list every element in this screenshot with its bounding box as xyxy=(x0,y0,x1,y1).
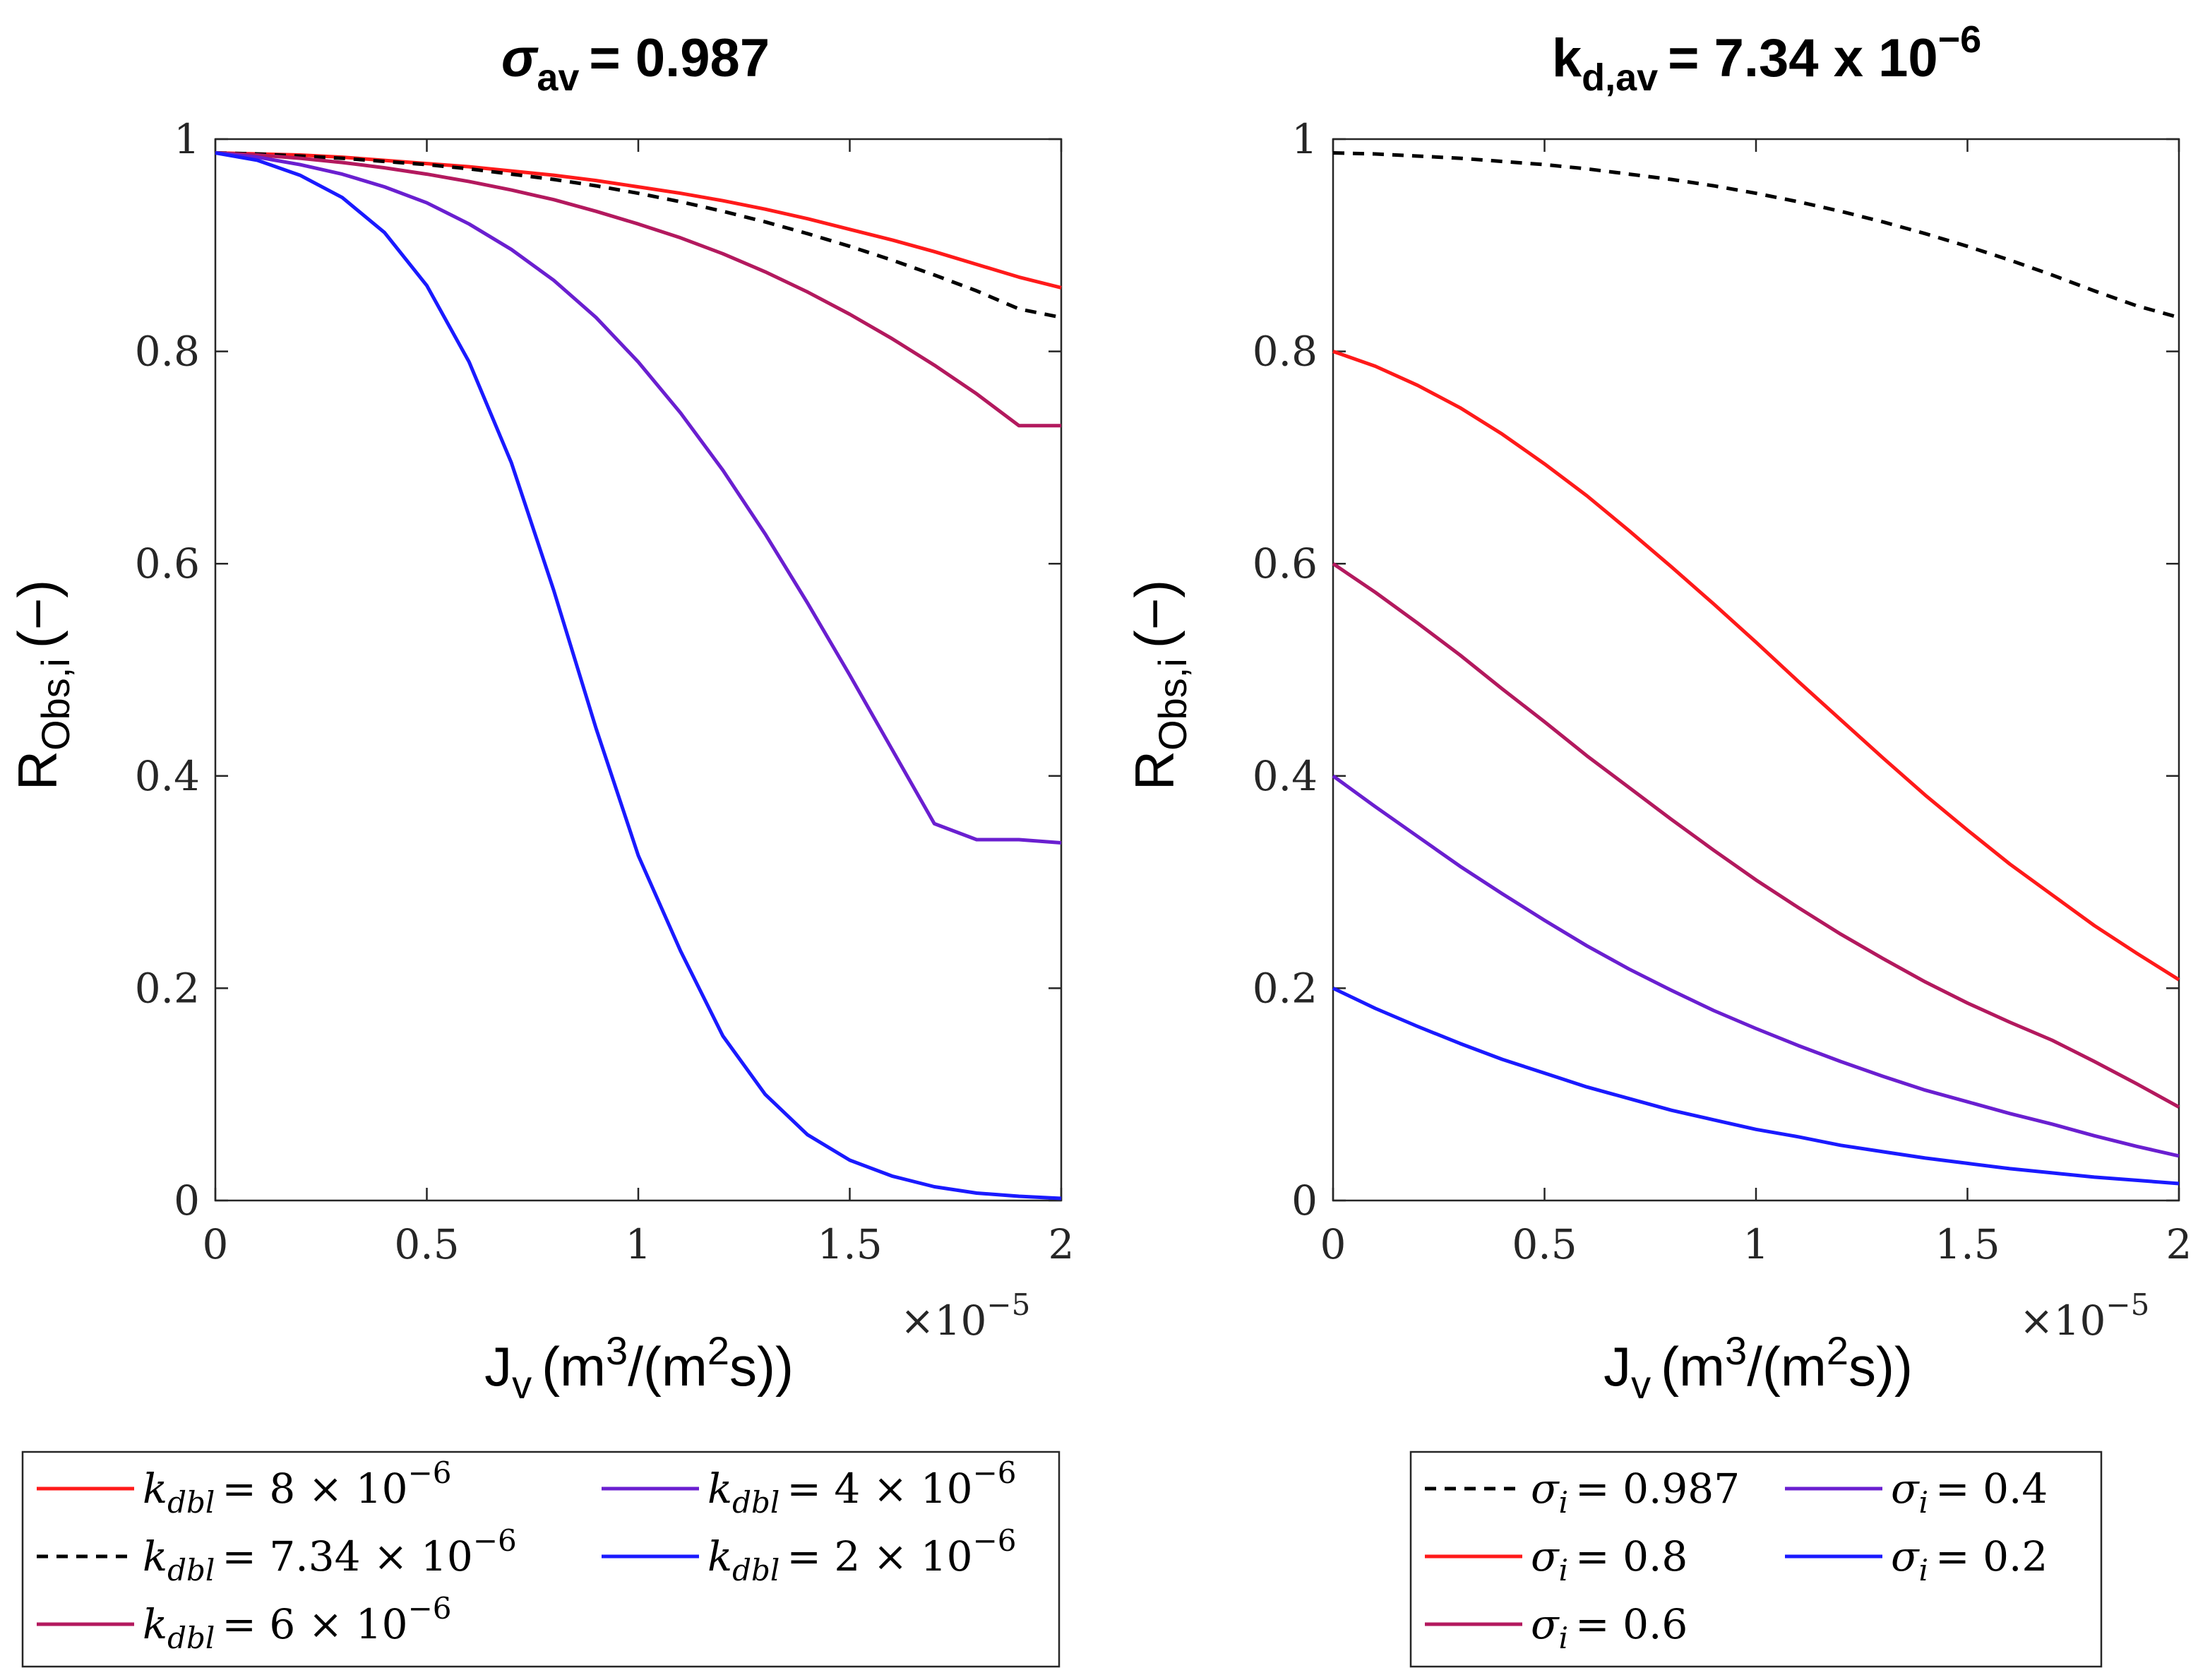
left-series-line-2 xyxy=(215,151,1062,319)
right-series-line-3 xyxy=(1332,562,2180,1109)
left-y-axis-label: RObs,i(−) xyxy=(6,580,78,791)
left-y-tick-label: 0 xyxy=(174,1176,200,1225)
right-legend-label: σi = 0.4 xyxy=(1891,1465,2048,1520)
left-x-tick-label: 1.5 xyxy=(817,1220,882,1268)
left-y-tick-label: 1 xyxy=(174,115,200,163)
left-legend-label: kdbl = 8 × 10−6 xyxy=(143,1455,452,1520)
right-plot-area: 0 0.5 1 1.5 2 0 0.2 0.4 0.6 0.8 1 xyxy=(1253,115,2192,1268)
right-legend: σi = 0.987 σi = 0.8 σi = 0.6 σi = 0.4 σi = 0.2 xyxy=(1409,1450,2103,1668)
right-legend-label: σi = 0.2 xyxy=(1891,1532,2048,1587)
left-x-tick-label: 2 xyxy=(1049,1220,1075,1268)
right-x-multiplier: ×10−5 xyxy=(2019,1287,2149,1345)
left-title: σav = 0.987 xyxy=(501,28,770,99)
left-x-multiplier: ×10−5 xyxy=(900,1287,1030,1345)
right-y-tick-label: 0 xyxy=(1291,1176,1318,1225)
right-x-tick-label: 2 xyxy=(2166,1220,2192,1268)
right-chart: kd,av = 7.34 x 10−6 0 0.5 1 1.5 2 0 0.2 0.4 0.6 0.… xyxy=(1123,18,2192,1668)
left-legend-label: kdbl = 7.34 × 10−6 xyxy=(143,1523,517,1587)
left-y-tick-label: 0.2 xyxy=(135,964,200,1012)
left-series-line-5 xyxy=(215,151,1062,1201)
right-title: kd,av = 7.34 x 10−6 xyxy=(1552,18,1981,99)
right-y-tick-label: 0.2 xyxy=(1253,964,1318,1012)
right-legend-label: σi = 0.6 xyxy=(1531,1600,1688,1655)
left-x-tick-label: 0.5 xyxy=(394,1220,459,1268)
left-legend-label: kdbl = 4 × 10−6 xyxy=(707,1455,1017,1520)
left-y-tick-label: 0.6 xyxy=(135,540,200,588)
left-series-line-3 xyxy=(215,151,1061,428)
right-legend-label: σi = 0.8 xyxy=(1531,1532,1688,1587)
right-y-tick-label: 0.4 xyxy=(1253,752,1318,800)
left-legend-label: kdbl = 6 × 10−6 xyxy=(143,1591,452,1655)
right-x-tick-label: 0.5 xyxy=(1512,1220,1577,1268)
right-series-line-5 xyxy=(1332,987,2180,1186)
left-plot-area: 0 0.5 1 1.5 2 0 0.2 0.4 0.6 0.8 1 xyxy=(135,115,1075,1268)
left-y-tick-label: 0.4 xyxy=(135,752,200,800)
right-legend-label: σi = 0.987 xyxy=(1531,1465,1740,1520)
right-series-line-4 xyxy=(1332,774,2180,1158)
left-x-axis-label: Jv (m3/(m2s)) xyxy=(484,1328,794,1407)
right-x-tick-label: 0 xyxy=(1320,1220,1346,1268)
right-y-tick-label: 0.8 xyxy=(1253,328,1318,376)
right-series-line-2 xyxy=(1332,350,2180,982)
left-y-tick-label: 0.8 xyxy=(135,328,200,376)
left-x-tick-label: 1 xyxy=(626,1220,652,1268)
right-legend-box xyxy=(1409,1450,2103,1668)
left-axes-box xyxy=(214,138,1063,1202)
right-x-tick-label: 1 xyxy=(1743,1220,1769,1268)
left-x-tick-label: 0 xyxy=(203,1220,229,1268)
right-y-tick-label: 1 xyxy=(1291,115,1318,163)
right-x-tick-label: 1.5 xyxy=(1935,1220,2000,1268)
right-y-axis-label: RObs,i(−) xyxy=(1123,580,1195,791)
right-x-axis-label: Jv (m3/(m2s)) xyxy=(1603,1328,1913,1407)
left-series-line-4 xyxy=(215,151,1062,845)
right-y-tick-label: 0.6 xyxy=(1253,540,1318,588)
left-legend-box xyxy=(21,1450,1061,1668)
right-series-line-1 xyxy=(1332,151,2180,319)
left-chart: σav = 0.987 0 0.5 1 1.5 2 0 0.2 0.4 0.6 0.8 1 RObs,… xyxy=(6,28,1075,1668)
left-legend-label: kdbl = 2 × 10−6 xyxy=(707,1523,1017,1587)
